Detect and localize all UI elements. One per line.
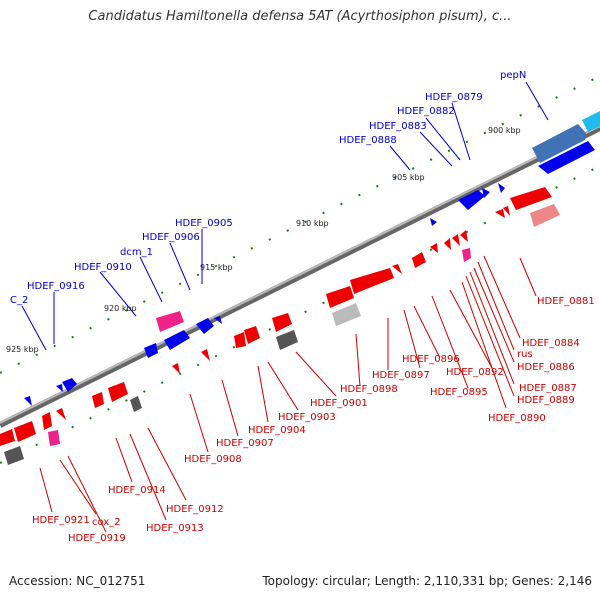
map-title: Candidatus Hamiltonella defensa 5AT (Acy… xyxy=(88,9,512,24)
label-HDEF_0897: HDEF_0897 xyxy=(372,370,430,381)
gene-0906[interactable] xyxy=(214,316,222,324)
gene-0916[interactable] xyxy=(62,378,77,392)
gene-0912[interactable] xyxy=(172,363,180,374)
gene-0921[interactable] xyxy=(14,421,36,442)
label-HDEF_0904: HDEF_0904 xyxy=(248,425,306,436)
pseudo-0913[interactable] xyxy=(130,396,142,412)
label-HDEF_0910: HDEF_0910 xyxy=(74,262,132,273)
gene-0898b[interactable] xyxy=(392,264,402,274)
gene-0886[interactable] xyxy=(503,206,510,216)
gene-0919b[interactable] xyxy=(56,408,66,420)
backbone xyxy=(0,125,600,428)
pseudo-0921[interactable] xyxy=(4,446,24,465)
gene-0905[interactable] xyxy=(196,318,214,334)
scale-915: 915 kbp xyxy=(200,263,233,272)
rna-0907[interactable] xyxy=(156,311,184,332)
label-HDEF_0912: HDEF_0912 xyxy=(166,504,224,515)
gene-0888[interactable] xyxy=(430,218,437,226)
label-cox_2: cox_2 xyxy=(92,517,121,528)
gene-0914[interactable] xyxy=(92,392,104,408)
gene-0901[interactable] xyxy=(326,286,354,308)
gene-0890[interactable] xyxy=(452,234,460,246)
gene-0883[interactable] xyxy=(498,183,505,193)
scale-905: 905 kbp xyxy=(392,173,425,182)
label-rus: rus xyxy=(517,349,533,360)
label-HDEF_0901: HDEF_0901 xyxy=(310,398,368,409)
upper-labels: pepN HDEF_0879 HDEF_0882 HDEF_0883 HDEF_… xyxy=(10,70,526,306)
gene-0897[interactable] xyxy=(412,252,426,268)
gene-0879[interactable] xyxy=(458,190,485,210)
label-HDEF_0888: HDEF_0888 xyxy=(339,135,397,146)
gene-0898[interactable] xyxy=(350,268,394,294)
label-HDEF_0921: HDEF_0921 xyxy=(32,515,90,526)
gene-cyan[interactable] xyxy=(582,111,600,132)
label-HDEF_0919: HDEF_0919 xyxy=(68,533,126,544)
forward-genes xyxy=(24,111,600,406)
label-HDEF_0898: HDEF_0898 xyxy=(340,384,398,395)
scale-labels: 900 kbp 905 kbp 910 kbp 915 kbp 920 kbp … xyxy=(6,126,521,354)
label-HDEF_0882: HDEF_0882 xyxy=(397,106,455,117)
gene-0882[interactable] xyxy=(482,188,490,198)
label-HDEF_0881: HDEF_0881 xyxy=(537,296,595,307)
topology-summary: Topology: circular; Length: 2,110,331 bp… xyxy=(262,574,592,588)
gene-0919[interactable] xyxy=(42,412,52,430)
label-HDEF_0914: HDEF_0914 xyxy=(108,485,166,496)
label-HDEF_0903: HDEF_0903 xyxy=(278,412,336,423)
label-HDEF_0906: HDEF_0906 xyxy=(142,232,200,243)
gene-pepN[interactable] xyxy=(532,124,595,174)
label-HDEF_0895: HDEF_0895 xyxy=(430,387,488,398)
lower-leaders xyxy=(39,255,537,533)
gene-0908[interactable] xyxy=(201,349,210,361)
gene-0881b[interactable] xyxy=(530,204,560,227)
label-HDEF_0889: HDEF_0889 xyxy=(517,395,575,406)
label-HDEF_0913: HDEF_0913 xyxy=(146,523,204,534)
gene-0904[interactable] xyxy=(244,326,260,344)
gene-0907[interactable] xyxy=(234,332,246,348)
gene-0892[interactable] xyxy=(444,238,451,250)
pseudo-0901[interactable] xyxy=(332,303,361,326)
gene-0921b[interactable] xyxy=(0,429,15,446)
scale-900: 900 kbp xyxy=(488,126,521,135)
gene-0895[interactable] xyxy=(430,243,438,253)
upper-leaders xyxy=(21,81,549,351)
accession-text: Accession: NC_012751 xyxy=(9,574,146,588)
scale-910: 910 kbp xyxy=(296,219,329,228)
pseudo-0903[interactable] xyxy=(276,330,298,350)
label-pepN: pepN xyxy=(500,70,526,81)
gene-0910[interactable] xyxy=(144,343,158,358)
label-HDEF_0916: HDEF_0916 xyxy=(27,281,85,292)
label-HDEF_0907: HDEF_0907 xyxy=(216,438,274,449)
gene-C_2[interactable] xyxy=(24,396,32,406)
label-HDEF_0886: HDEF_0886 xyxy=(517,362,575,373)
label-HDEF_0887: HDEF_0887 xyxy=(519,383,577,394)
gene-0903[interactable] xyxy=(272,313,292,332)
scale-920: 920 kbp xyxy=(104,304,137,313)
scale-925: 925 kbp xyxy=(6,345,39,354)
label-C_2: C_2 xyxy=(10,295,28,306)
label-HDEF_0890: HDEF_0890 xyxy=(488,413,546,424)
lower-labels: HDEF_0881 HDEF_0884 rus HDEF_0886 HDEF_0… xyxy=(32,296,595,544)
gene-0916b[interactable] xyxy=(56,384,63,392)
gene-0884[interactable] xyxy=(495,209,505,218)
gene-dcm_1[interactable] xyxy=(164,330,190,350)
label-HDEF_0884: HDEF_0884 xyxy=(522,338,580,349)
label-HDEF_0892: HDEF_0892 xyxy=(446,367,504,378)
label-HDEF_0879: HDEF_0879 xyxy=(425,92,483,103)
gene-0913[interactable] xyxy=(108,382,128,402)
gene-0889[interactable] xyxy=(460,230,468,242)
label-HDEF_0908: HDEF_0908 xyxy=(184,454,242,465)
rna-0896[interactable] xyxy=(462,248,471,262)
label-dcm_1: dcm_1 xyxy=(120,247,153,258)
reverse-genes xyxy=(0,187,560,465)
label-HDEF_0883: HDEF_0883 xyxy=(369,121,427,132)
label-HDEF_0896: HDEF_0896 xyxy=(402,354,460,365)
rna-cox_2[interactable] xyxy=(48,430,60,446)
label-HDEF_0905: HDEF_0905 xyxy=(175,218,233,229)
gene-0881[interactable] xyxy=(510,187,552,210)
